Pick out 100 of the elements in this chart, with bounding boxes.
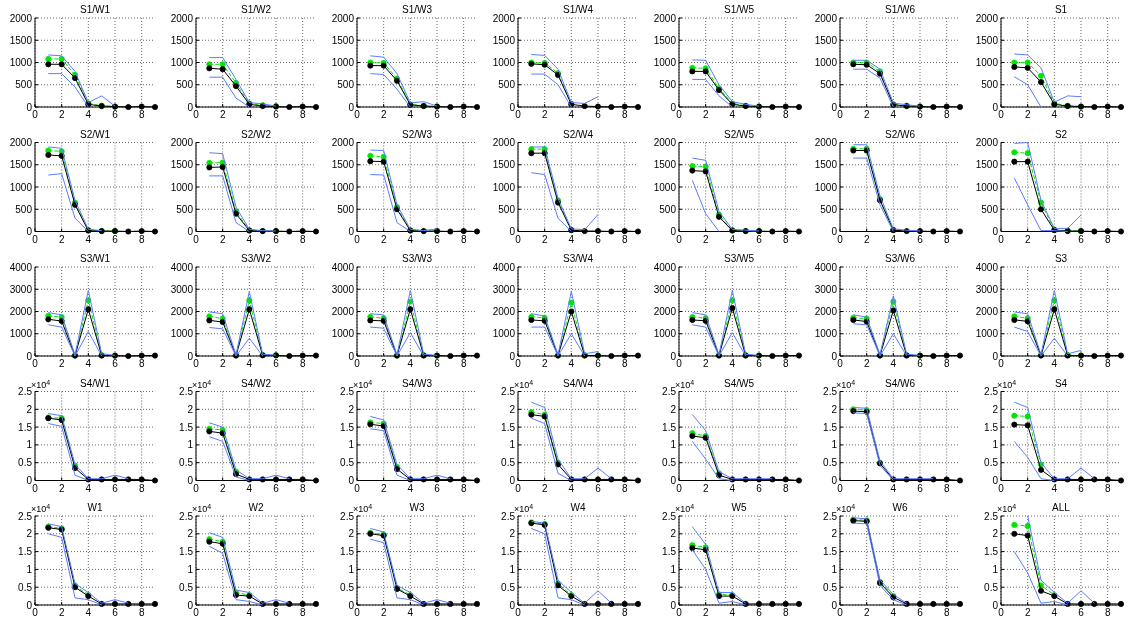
chart-title: S2/W5 [723, 128, 755, 140]
x-tick-label: 2 [541, 607, 548, 618]
y-tick-label: 1.5 [501, 546, 516, 558]
y-tick-label: 0.5 [340, 581, 355, 593]
y-tick-label: 1000 [9, 328, 33, 340]
y-tick-label: 1000 [170, 328, 194, 340]
y-tick-label: 1 [348, 563, 355, 575]
x-tick-label: 6 [273, 233, 280, 245]
x-tick-label: 8 [1104, 607, 1111, 618]
y-tick-label: 1000 [492, 181, 516, 193]
x-tick-label: 8 [299, 109, 306, 120]
x-tick-label: 6 [595, 233, 602, 245]
x-tick-label: 8 [943, 482, 950, 494]
x-tick-label: 8 [782, 482, 789, 494]
y-tick-label: 2000 [814, 306, 838, 317]
y-tick-label: 1.5 [340, 546, 355, 558]
y-tick-label: 2000 [975, 306, 999, 317]
chart-title: S4/W6 [884, 377, 916, 389]
y-tick-label: 500 [498, 203, 516, 215]
y-tick-label: 2000 [653, 137, 677, 148]
x-tick-label: 6 [112, 607, 119, 618]
chart-title: S3/W3 [401, 253, 433, 264]
x-tick-label: 4 [85, 482, 92, 494]
x-tick-label: 6 [434, 233, 441, 245]
y-tick-label: 0.5 [179, 581, 194, 593]
x-tick-label: 8 [138, 233, 145, 245]
y-tick-label: 2000 [975, 12, 999, 24]
y-tick-label: 2 [26, 528, 33, 540]
x-tick-label: 2 [380, 482, 387, 494]
y-tick-label: 0.5 [984, 581, 999, 593]
y-tick-label: 2000 [9, 12, 33, 24]
chart-title: W3 [409, 502, 425, 513]
chart-title: S2/W6 [884, 128, 916, 140]
y-tick-label: 500 [659, 203, 677, 215]
x-tick-label: 6 [756, 233, 763, 245]
x-tick-label: 8 [1104, 482, 1111, 494]
y-tick-label: 1500 [9, 34, 33, 46]
y-tick-label: 1500 [975, 159, 999, 171]
text: ×10$^{4}$ [192, 378, 212, 390]
text: ×10$^{4}$ [514, 378, 534, 390]
x-tick-label: 8 [299, 233, 306, 245]
y-tick-label: 2.5 [823, 386, 838, 397]
y-tick-label: 4000 [9, 261, 33, 273]
x-tick-label: 2 [702, 109, 709, 120]
y-tick-label: 1.5 [823, 421, 838, 433]
y-tick-label: 1.5 [179, 546, 194, 558]
y-tick-label: 3000 [814, 283, 838, 295]
y-tick-label: 1500 [492, 34, 516, 46]
y-tick-label: 1 [831, 563, 838, 575]
x-tick-label: 4 [568, 607, 575, 618]
y-tick-label: 1000 [653, 57, 677, 68]
x-tick-label: 8 [138, 358, 145, 369]
y-tick-label: 1 [831, 439, 838, 451]
y-tick-label: 1 [670, 439, 677, 451]
y-tick-label: 2 [187, 403, 194, 415]
x-tick-label: 4 [729, 233, 736, 245]
text: ×10$^{4}$ [836, 378, 856, 390]
x-tick-label: 2 [1024, 109, 1031, 120]
y-tick-label: 1000 [9, 181, 33, 193]
x-tick-label: 8 [782, 233, 789, 245]
y-tick-label: 2.5 [179, 386, 194, 397]
chart-title: S1/W1 [79, 4, 111, 15]
x-tick-label: 8 [621, 233, 628, 245]
x-tick-label: 2 [702, 482, 709, 494]
x-tick-label: 6 [917, 233, 924, 245]
y-tick-label: 2000 [975, 137, 999, 148]
x-tick-label: 4 [729, 482, 736, 494]
y-tick-label: 2000 [814, 137, 838, 148]
y-tick-label: 500 [337, 79, 355, 91]
x-tick-label: 8 [782, 109, 789, 120]
y-tick-label: 0 [348, 226, 355, 237]
chart-title: S4/W1 [79, 377, 111, 389]
y-tick-label: 0 [26, 226, 33, 237]
x-tick-label: 6 [112, 109, 119, 120]
x-tick-label: 4 [890, 109, 897, 120]
x-tick-label: 8 [621, 607, 628, 618]
y-tick-label: 500 [498, 79, 516, 91]
y-tick-label: 1000 [653, 328, 677, 340]
chart-title: S2/W1 [79, 128, 111, 140]
y-tick-label: 2.5 [340, 386, 355, 397]
chart-title: S1/W5 [723, 4, 755, 15]
x-tick-label: 2 [219, 233, 226, 245]
text: ×10$^{4}$ [836, 502, 856, 514]
y-tick-label: 0.5 [984, 457, 999, 469]
x-tick-label: 2 [380, 607, 387, 618]
y-tick-label: 4000 [653, 261, 677, 273]
x-tick-label: 6 [1078, 358, 1085, 369]
y-tick-label: 1 [187, 439, 194, 451]
y-tick-label: 2.5 [662, 386, 677, 397]
y-tick-label: 1.5 [662, 421, 677, 433]
x-tick-label: 4 [890, 482, 897, 494]
y-tick-label: 2000 [170, 12, 194, 24]
y-tick-label: 1 [348, 439, 355, 451]
x-tick-label: 6 [273, 358, 280, 369]
x-tick-label: 2 [702, 233, 709, 245]
y-tick-label: 1.5 [823, 546, 838, 558]
x-tick-label: 2 [1024, 607, 1031, 618]
y-tick-label: 500 [15, 203, 33, 215]
y-tick-label: 1500 [492, 159, 516, 171]
x-tick-label: 2 [58, 607, 65, 618]
